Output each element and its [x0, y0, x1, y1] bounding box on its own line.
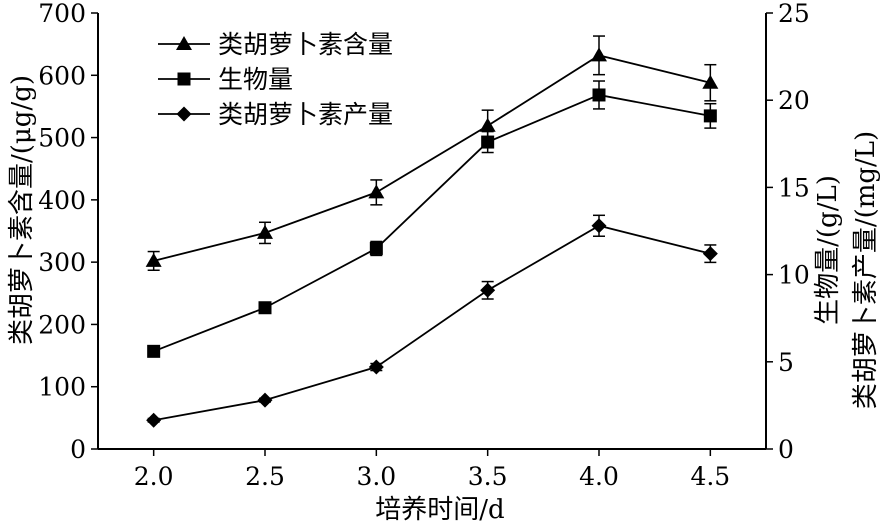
series-2	[147, 80, 717, 358]
y-left-tick-label: 100	[38, 373, 86, 402]
y-right-tick-label: 25	[778, 0, 810, 28]
data-point	[703, 109, 717, 123]
data-point	[702, 74, 719, 89]
x-tick-label: 4.0	[579, 462, 619, 491]
x-axis-title: 培养时间/d	[375, 495, 504, 525]
series-3	[146, 214, 718, 428]
y-right-tick-label: 5	[778, 348, 794, 377]
legend-label: 类胡萝卜素含量	[218, 30, 393, 59]
series-layer	[145, 35, 719, 428]
y-axis-title-right-1: 生物量/(g/L)	[813, 175, 843, 325]
data-point	[146, 412, 162, 428]
data-point	[479, 117, 496, 132]
data-point	[368, 184, 385, 199]
legend-marker	[177, 72, 191, 86]
legend-label: 类胡萝卜素产量	[218, 100, 393, 129]
y-right-tick-label: 0	[778, 435, 794, 464]
x-tick-label: 4.5	[690, 462, 730, 491]
data-point	[480, 282, 496, 298]
series-line	[153, 54, 711, 262]
data-point	[258, 301, 272, 315]
legend-item-2: 生物量	[158, 65, 293, 94]
legend-item-3: 类胡萝卜素产量	[158, 100, 393, 129]
y-left-tick-label: 200	[38, 310, 86, 339]
data-point	[145, 252, 162, 267]
y-left-tick-label: 500	[38, 124, 86, 153]
data-point	[147, 344, 161, 358]
y-left-tick-label: 600	[38, 61, 86, 90]
data-point	[368, 359, 384, 375]
data-point	[591, 47, 607, 62]
data-point	[592, 88, 606, 102]
series-line	[153, 224, 711, 422]
x-tick-label: 2.0	[134, 462, 174, 491]
x-tick-label: 3.5	[468, 462, 508, 491]
data-point	[481, 135, 495, 149]
data-point	[702, 246, 718, 262]
y-axis-title-left: 类胡萝卜素含量/(μg/g)	[7, 75, 37, 345]
y-right-tick-label: 15	[778, 173, 810, 202]
legend-label: 生物量	[218, 65, 293, 94]
data-point	[591, 218, 607, 234]
y-left-tick-label: 0	[70, 435, 86, 464]
y-left-tick-label: 400	[38, 186, 86, 215]
legend-item-1: 类胡萝卜素含量	[158, 30, 393, 59]
y-left-tick-label: 300	[38, 248, 86, 277]
data-point	[369, 241, 383, 255]
legend-marker	[176, 36, 192, 50]
data-point	[257, 224, 273, 239]
data-point	[257, 392, 273, 408]
x-tick-label: 3.0	[356, 462, 396, 491]
y-left-tick-label: 700	[38, 0, 86, 28]
axes: 2.0 2.5 3.0 3.5 4.0 4.50100200300400500600700…	[38, 0, 810, 491]
y-axis-title-right-2: 类胡萝卜素产量/(mg/L)	[851, 131, 881, 409]
legend-marker	[176, 106, 192, 122]
series-line	[153, 94, 711, 353]
x-tick-label: 2.5	[245, 462, 285, 491]
y-right-tick-label: 20	[778, 86, 810, 115]
y-right-tick-label: 10	[778, 261, 810, 290]
